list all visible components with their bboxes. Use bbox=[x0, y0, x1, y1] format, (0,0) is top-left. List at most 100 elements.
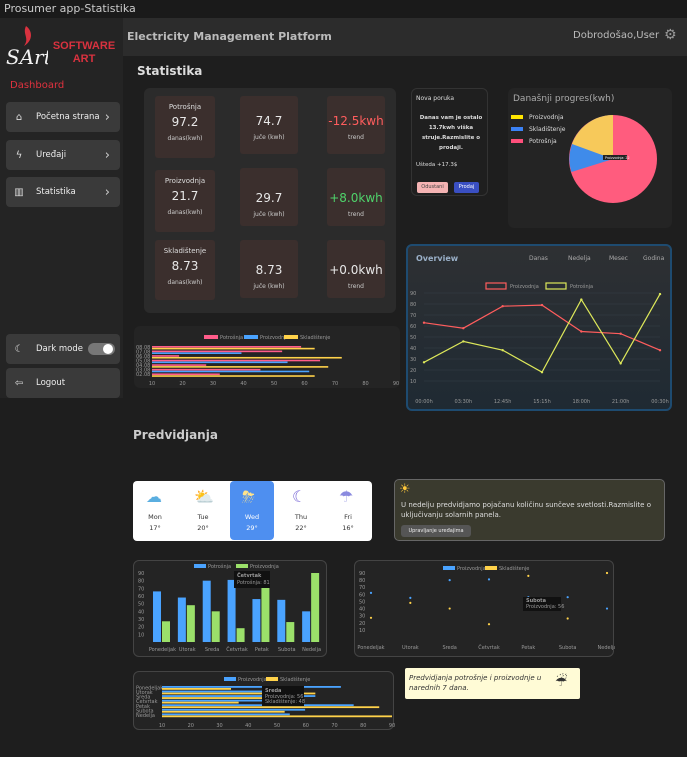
y-tick-label: Ponedeljak bbox=[136, 686, 163, 692]
forecast-note-text: Predvidjanja potrošnje i proizvodnje u n… bbox=[409, 674, 542, 692]
chart-tooltip bbox=[523, 597, 561, 611]
tab-week[interactable]: Nedelja bbox=[568, 255, 591, 262]
legend-label: Proizvodnja bbox=[260, 335, 289, 341]
tooltip-line: Potrošnja: 81 bbox=[237, 579, 270, 586]
bar bbox=[162, 715, 392, 718]
x-tick-label: Četvrtak bbox=[478, 644, 500, 651]
y-tick-label: 70 bbox=[359, 585, 365, 591]
overview-card: Overview Danas Nedelja Mesec Godina 10 20… bbox=[406, 244, 672, 411]
stat-value: 21.7 bbox=[171, 189, 199, 203]
bar bbox=[177, 597, 186, 642]
top-bar: Electricity Management Platform Dobrodoš… bbox=[123, 18, 687, 56]
progress-pie-chart[interactable]: Proizvodnja: 22 bbox=[568, 114, 668, 214]
y-tick-label: 50 bbox=[138, 602, 144, 608]
y-tick-label: Četvrtak bbox=[136, 698, 158, 705]
stats-card: Potrošnja 97.2 danas(kwh) 74.7 juče (kwh… bbox=[144, 88, 396, 313]
legend-label: Skladištenje bbox=[529, 125, 566, 133]
data-point bbox=[605, 607, 609, 610]
x-tick-label: 60 bbox=[303, 723, 309, 729]
y-tick-label: 30 bbox=[410, 357, 416, 363]
stat-value: 97.2 bbox=[171, 115, 199, 129]
sidebar-item-home[interactable]: ⌂ Početna strana › bbox=[6, 102, 120, 132]
chevron-right-icon: › bbox=[104, 184, 110, 200]
data-point bbox=[580, 330, 583, 333]
x-tick-label: Četvrtak bbox=[226, 646, 248, 653]
y-tick-label: 50 bbox=[359, 599, 365, 605]
stat-unit: juče (kwh) bbox=[253, 283, 285, 290]
message-savings: Ušteda +17.3$ bbox=[416, 162, 458, 168]
weather-day-tue[interactable]: ⛅ Tue 20° bbox=[181, 481, 225, 539]
legend-label: Potrošnja bbox=[220, 334, 243, 341]
stat-consumption-today: Potrošnja 97.2 danas(kwh) bbox=[155, 96, 215, 158]
dark-mode-toggle[interactable] bbox=[88, 343, 115, 355]
stat-production-trend: +8.0kwh trend bbox=[327, 168, 385, 226]
brand-logo[interactable]: SArt bbox=[4, 24, 53, 69]
sidebar-item-label: Uređaji bbox=[36, 150, 67, 160]
tab-month[interactable]: Mesec bbox=[609, 255, 628, 262]
data-point bbox=[540, 371, 544, 374]
tooltip-line: Proizvodnja: 56 bbox=[526, 604, 564, 610]
x-tick-label: 12:45h bbox=[494, 399, 512, 405]
x-tick-label: 20 bbox=[188, 723, 194, 729]
pie-tooltip-text: Proizvodnja: 22 bbox=[605, 156, 629, 160]
weather-day-thu[interactable]: ☾ Thu 22° bbox=[279, 481, 323, 539]
data-point bbox=[501, 349, 504, 352]
decline-button[interactable]: Odustani bbox=[417, 182, 448, 193]
legend-swatch bbox=[244, 335, 258, 339]
consumption-bar-chart[interactable]: Potrošnja Proizvodnja Skladištenje 08.0807.… bbox=[134, 326, 400, 388]
overview-line-chart[interactable]: 10 20 30 40 50 60 70 80 90 00:00h 03:30h 12:45h 15:1… bbox=[408, 246, 670, 409]
sidebar-item-statistics[interactable]: ▥ Statistika › bbox=[6, 177, 120, 207]
stat-value: 8.73 bbox=[255, 263, 283, 277]
data-point bbox=[422, 321, 426, 324]
x-tick-label: Nedelja bbox=[302, 647, 321, 653]
sun-icon: ☀ bbox=[399, 482, 411, 497]
manage-devices-button[interactable]: Upravljanje uređajima bbox=[401, 525, 471, 537]
y-tick-label: 80 bbox=[359, 578, 365, 584]
tab-today[interactable]: Danas bbox=[529, 255, 548, 262]
data-point bbox=[409, 596, 412, 599]
x-tick-label: 80 bbox=[362, 381, 368, 387]
legend-swatch bbox=[545, 282, 567, 290]
legend-item: Skladištenje bbox=[511, 123, 565, 135]
x-tick-label: Ponedeljak bbox=[357, 645, 384, 651]
legend-label: Skladištenje bbox=[280, 676, 310, 683]
weather-strip: ☁ Mon 17° ⛅ Tue 20° ⛈ Wed 29° ☾ Thu 22° ☂ Fri 16° bbox=[133, 481, 372, 541]
bar bbox=[152, 373, 220, 376]
forecast-hbar-chart[interactable]: Proizvodnja SkladištenjePonedeljakUtorakS… bbox=[134, 672, 395, 731]
bar bbox=[162, 686, 341, 688]
logout-button[interactable]: ⇦ Logout bbox=[6, 368, 120, 398]
weather-day-mon[interactable]: ☁ Mon 17° bbox=[133, 481, 177, 539]
chevron-right-icon: › bbox=[104, 109, 110, 125]
stat-label: Skladištenje bbox=[163, 247, 207, 255]
tab-year[interactable]: Godina bbox=[643, 255, 665, 262]
stat-unit: juče (kwh) bbox=[253, 211, 285, 218]
bar bbox=[162, 695, 316, 697]
data-point bbox=[487, 623, 491, 626]
sidebar-item-devices[interactable]: ϟ Uređaji › bbox=[6, 140, 120, 170]
sell-button[interactable]: Prodaj bbox=[454, 182, 479, 193]
bar bbox=[162, 713, 290, 716]
weather-temp: 16° bbox=[342, 524, 354, 532]
bar bbox=[277, 599, 286, 642]
weather-day-fri[interactable]: ☂ Fri 16° bbox=[326, 481, 370, 539]
gear-icon[interactable]: ⚙ bbox=[664, 27, 677, 43]
bar bbox=[152, 352, 242, 354]
weather-day-wed[interactable]: ⛈ Wed 29° bbox=[230, 481, 274, 540]
bar bbox=[162, 706, 380, 709]
y-tick-label: 03.08 bbox=[136, 368, 150, 374]
y-tick-label: 10 bbox=[138, 632, 144, 638]
forecast-bar-card: Potrošnja Proizvodnja 10 20 30 40 50 60 70 80 90 Po… bbox=[133, 560, 327, 657]
sidebar-section-title: Dashboard bbox=[10, 80, 65, 91]
y-tick-label: 40 bbox=[138, 609, 144, 615]
legend-swatch bbox=[194, 564, 206, 568]
legend-swatch bbox=[236, 564, 248, 568]
legend-label: Potrošnja bbox=[208, 563, 231, 570]
logo-mark-icon: SArt bbox=[6, 26, 53, 69]
stat-unit: trend bbox=[348, 134, 364, 141]
x-tick-label: Utorak bbox=[179, 647, 196, 653]
stat-consumption-trend: -12.5kwh trend bbox=[327, 96, 385, 154]
y-tick-label: 80 bbox=[138, 579, 144, 585]
y-tick-label: Utorak bbox=[136, 690, 153, 696]
